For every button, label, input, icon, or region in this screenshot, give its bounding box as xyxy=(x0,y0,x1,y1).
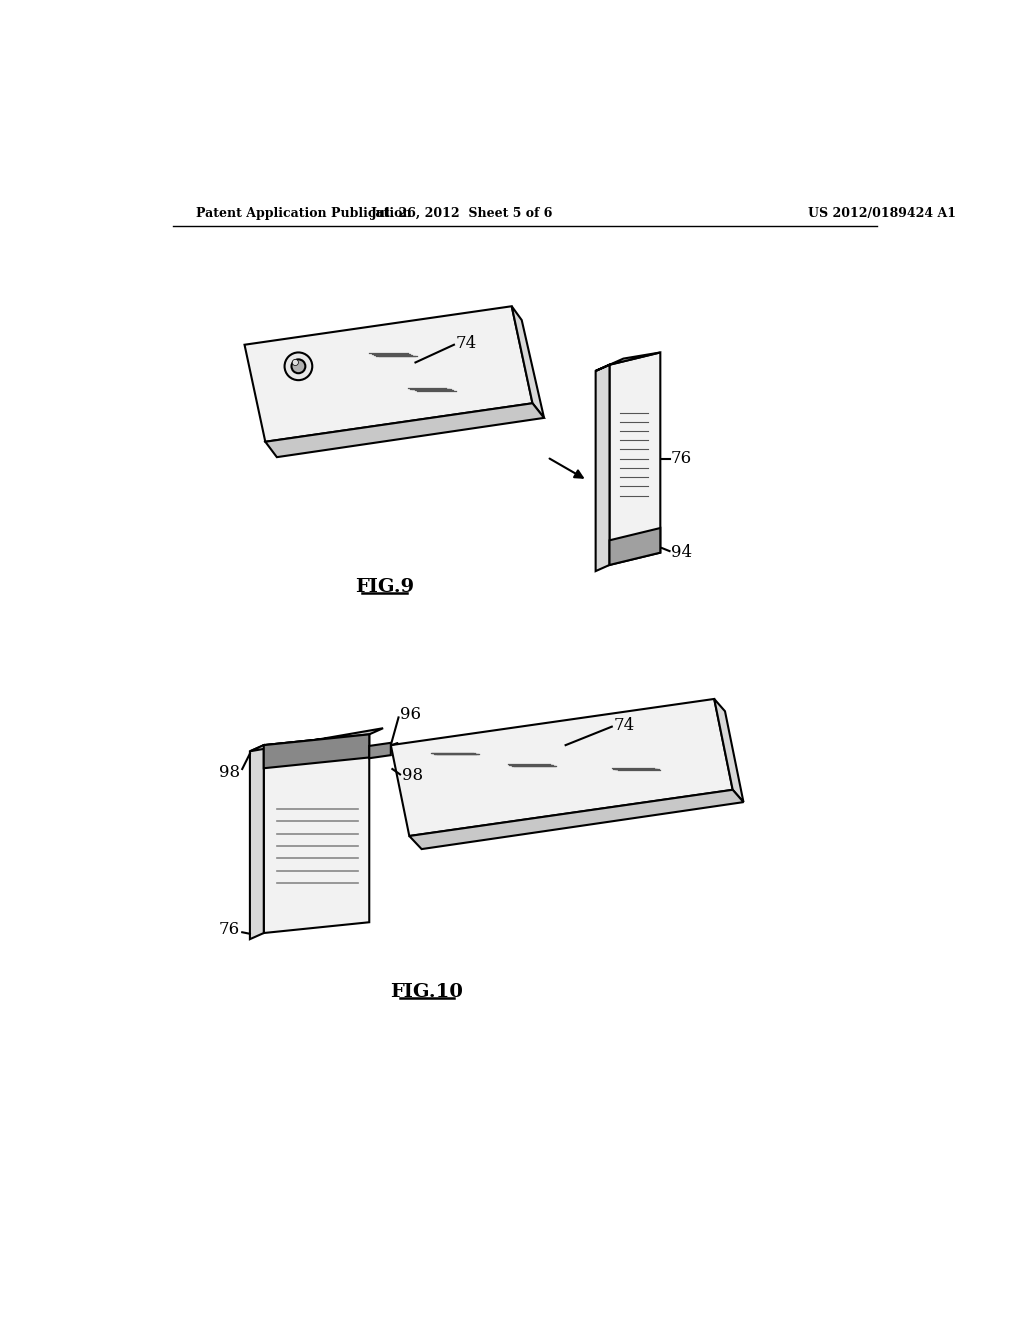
Text: 94: 94 xyxy=(671,544,692,561)
Polygon shape xyxy=(264,734,370,768)
Polygon shape xyxy=(250,729,383,751)
Circle shape xyxy=(292,359,298,366)
Circle shape xyxy=(292,359,305,374)
Text: US 2012/0189424 A1: US 2012/0189424 A1 xyxy=(808,207,956,220)
Polygon shape xyxy=(264,734,370,933)
Polygon shape xyxy=(265,404,544,457)
Text: 98: 98 xyxy=(401,767,423,784)
Text: 96: 96 xyxy=(400,706,421,723)
Text: FIG.9: FIG.9 xyxy=(355,578,415,595)
Text: 76: 76 xyxy=(671,450,692,467)
Polygon shape xyxy=(609,528,660,565)
Polygon shape xyxy=(250,744,264,940)
Polygon shape xyxy=(245,306,532,442)
Text: 76: 76 xyxy=(219,921,240,939)
Polygon shape xyxy=(609,352,660,565)
Polygon shape xyxy=(370,743,391,758)
Text: Patent Application Publication: Patent Application Publication xyxy=(196,207,412,220)
Circle shape xyxy=(285,352,312,380)
Polygon shape xyxy=(596,352,660,371)
Text: 98: 98 xyxy=(219,763,240,780)
Polygon shape xyxy=(410,789,743,849)
Polygon shape xyxy=(596,364,609,572)
Polygon shape xyxy=(391,700,733,836)
Polygon shape xyxy=(512,306,544,418)
Text: FIG.10: FIG.10 xyxy=(390,982,464,1001)
Text: 74: 74 xyxy=(456,335,477,351)
Polygon shape xyxy=(714,700,743,803)
Text: 74: 74 xyxy=(614,717,635,734)
Text: Jul. 26, 2012  Sheet 5 of 6: Jul. 26, 2012 Sheet 5 of 6 xyxy=(371,207,553,220)
